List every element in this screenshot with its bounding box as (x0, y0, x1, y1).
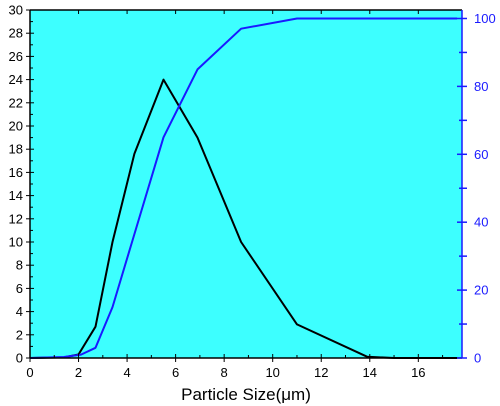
x-tick-label: 16 (411, 365, 425, 380)
x-tick-label: 12 (314, 365, 328, 380)
y2-tick-label: 40 (474, 215, 488, 230)
x-tick-label: 10 (265, 365, 279, 380)
y-tick-label: 8 (16, 258, 23, 273)
x-tick-label: 2 (75, 365, 82, 380)
y-tick-label: 24 (9, 72, 23, 87)
x-tick-label: 8 (221, 365, 228, 380)
y2-tick-label: 100 (474, 11, 496, 26)
y-tick-label: 2 (16, 327, 23, 342)
y2-tick-label: 20 (474, 283, 488, 298)
x-axis-title: Particle Size(μm) (181, 385, 311, 404)
y-tick-label: 30 (9, 3, 23, 18)
y2-tick-label: 60 (474, 147, 488, 162)
y-tick-label: 26 (9, 49, 23, 64)
y2-tick-label: 80 (474, 79, 488, 94)
y-tick-label: 6 (16, 281, 23, 296)
y-tick-label: 0 (16, 351, 23, 366)
y-tick-label: 20 (9, 119, 23, 134)
x-tick-label: 0 (26, 365, 33, 380)
y2-tick-label: 0 (474, 351, 481, 366)
plot-background (30, 10, 462, 358)
x-tick-label: 6 (172, 365, 179, 380)
y-tick-label: 10 (9, 235, 23, 250)
y-tick-label: 14 (9, 188, 23, 203)
x-tick-label: 14 (363, 365, 377, 380)
y-tick-label: 16 (9, 165, 23, 180)
y-tick-label: 12 (9, 211, 23, 226)
y-tick-label: 18 (9, 142, 23, 157)
series-line-2 (29, 17, 458, 359)
x-tick-label: 4 (123, 365, 130, 380)
y-tick-label: 22 (9, 95, 23, 110)
y-tick-label: 4 (16, 304, 23, 319)
y-tick-label: 28 (9, 26, 23, 41)
